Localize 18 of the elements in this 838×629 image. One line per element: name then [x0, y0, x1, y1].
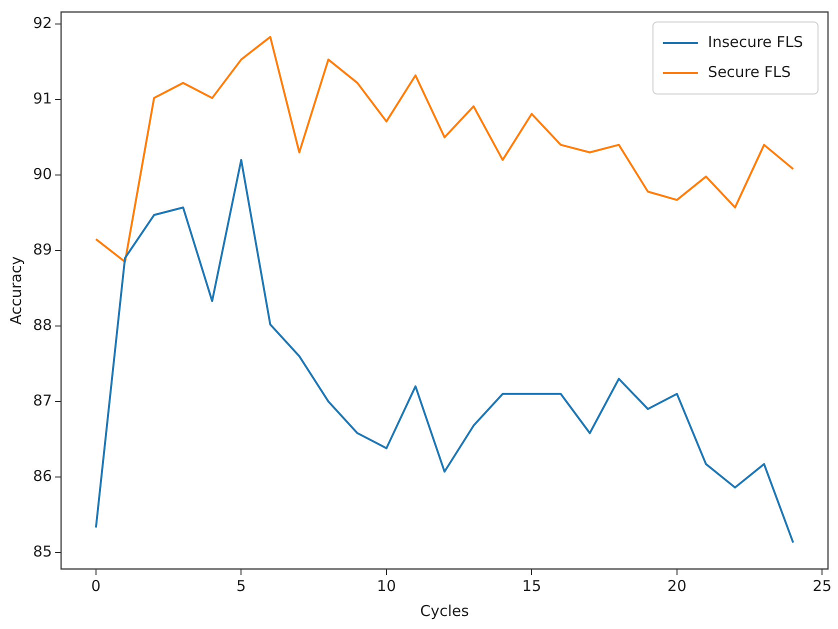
- legend-label: Insecure FLS: [708, 32, 804, 51]
- x-tick-label: 5: [236, 576, 246, 595]
- y-tick-label: 85: [32, 542, 52, 560]
- x-tick-label: 25: [812, 576, 832, 595]
- y-axis-title: Accuracy: [6, 256, 25, 325]
- x-tick-label: 10: [376, 576, 396, 595]
- y-tick-label: 87: [32, 391, 52, 410]
- y-tick-label: 91: [32, 89, 52, 108]
- y-tick-label: 86: [32, 466, 52, 485]
- x-axis-title: Cycles: [420, 602, 470, 620]
- x-tick-label: 20: [667, 576, 686, 595]
- y-tick-label: 89: [32, 240, 52, 258]
- legend-label: Secure FLS: [708, 62, 791, 81]
- x-tick-label: 15: [522, 576, 542, 595]
- x-tick-label: 0: [91, 576, 101, 595]
- y-tick-label: 92: [32, 14, 52, 32]
- y-tick-label: 88: [32, 316, 52, 334]
- y-tick-label: 90: [32, 164, 52, 183]
